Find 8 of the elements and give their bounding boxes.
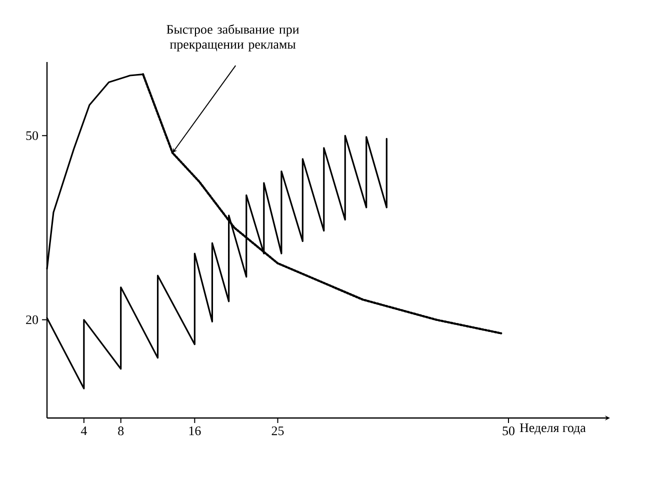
x-tick-label: 8: [118, 426, 124, 436]
annotation: Быстрое забывание при прекращении рекламы: [166, 24, 299, 52]
x-tick-label: 50: [502, 426, 514, 436]
x-axis-title: Неделя года: [520, 424, 586, 434]
y-tick-label: 20: [26, 315, 38, 324]
x-tick-label: 16: [189, 426, 201, 436]
x-tick-label: 25: [272, 426, 284, 436]
x-tick-label: 4: [80, 426, 87, 436]
